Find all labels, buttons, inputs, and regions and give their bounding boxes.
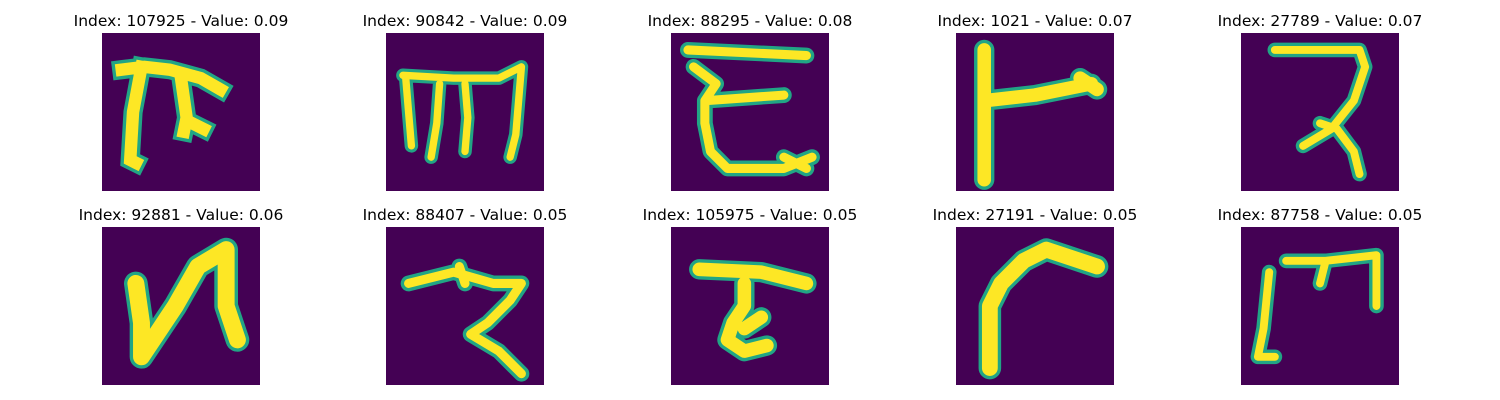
digit-image bbox=[956, 227, 1114, 385]
panel-title: Index: 27789 - Value: 0.07 bbox=[1217, 12, 1423, 30]
image-panel-9: Index: 27191 - Value: 0.05 bbox=[890, 204, 1180, 385]
panel-title: Index: 88407 - Value: 0.05 bbox=[362, 206, 568, 224]
panel-title: Index: 88295 - Value: 0.08 bbox=[647, 12, 853, 30]
panel-title: Index: 90842 - Value: 0.09 bbox=[362, 12, 568, 30]
image-panel-4: Index: 1021 - Value: 0.07 bbox=[890, 10, 1180, 191]
digit-image bbox=[671, 227, 829, 385]
image-panel-1: Index: 107925 - Value: 0.09 bbox=[36, 10, 326, 191]
panel-title: Index: 105975 - Value: 0.05 bbox=[642, 206, 858, 224]
panel-title: Index: 92881 - Value: 0.06 bbox=[78, 206, 284, 224]
image-panel-5: Index: 27789 - Value: 0.07 bbox=[1175, 10, 1465, 191]
digit-image bbox=[102, 33, 260, 191]
digit-image bbox=[386, 33, 544, 191]
image-panel-7: Index: 88407 - Value: 0.05 bbox=[320, 204, 610, 385]
digit-image bbox=[1241, 33, 1399, 191]
digit-image bbox=[386, 227, 544, 385]
image-panel-3: Index: 88295 - Value: 0.08 bbox=[605, 10, 895, 191]
image-panel-2: Index: 90842 - Value: 0.09 bbox=[320, 10, 610, 191]
digit-image bbox=[1241, 227, 1399, 385]
panel-title: Index: 27191 - Value: 0.05 bbox=[932, 206, 1138, 224]
image-panel-8: Index: 105975 - Value: 0.05 bbox=[605, 204, 895, 385]
digit-image bbox=[102, 227, 260, 385]
panel-title: Index: 107925 - Value: 0.09 bbox=[73, 12, 289, 30]
digit-image bbox=[671, 33, 829, 191]
panel-title: Index: 1021 - Value: 0.07 bbox=[937, 12, 1133, 30]
image-panel-10: Index: 87758 - Value: 0.05 bbox=[1175, 204, 1465, 385]
image-panel-6: Index: 92881 - Value: 0.06 bbox=[36, 204, 326, 385]
digit-image bbox=[956, 33, 1114, 191]
panel-title: Index: 87758 - Value: 0.05 bbox=[1217, 206, 1423, 224]
